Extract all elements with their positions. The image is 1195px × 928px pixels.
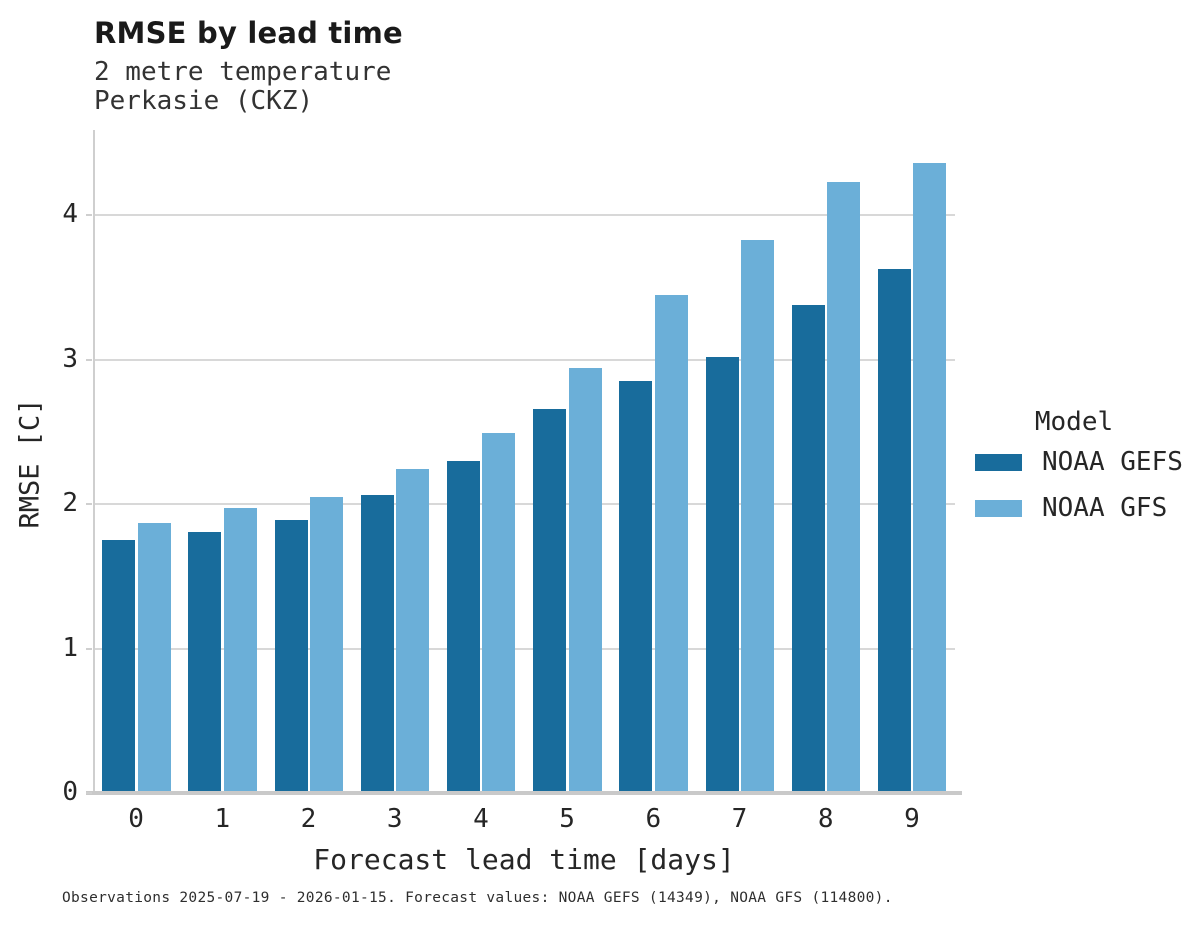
bar-noaa-gfs-lead-4 (482, 433, 516, 793)
y-tick-label-0: 0 (62, 777, 78, 807)
x-axis-label: Forecast lead time [days] (313, 843, 735, 876)
chart-title: RMSE by lead time (94, 16, 403, 50)
bar-noaa-gefs-lead-0 (102, 540, 136, 793)
legend-label-noaa-gfs: NOAA GFS (1042, 493, 1168, 523)
legend: Model NOAA GEFS NOAA GFS (975, 407, 1185, 539)
gridline-y-4 (93, 214, 955, 217)
bar-noaa-gefs-lead-6 (619, 381, 653, 793)
gridline-y-3 (93, 358, 955, 361)
bar-noaa-gfs-lead-0 (137, 522, 171, 793)
bar-noaa-gfs-lead-6 (654, 294, 688, 793)
bar-noaa-gefs-lead-3 (360, 495, 394, 793)
bar-noaa-gefs-lead-5 (533, 408, 567, 793)
bar-noaa-gefs-lead-7 (705, 356, 739, 793)
legend-swatch-noaa-gefs (975, 453, 1022, 471)
x-tick-label-1: 1 (214, 804, 231, 834)
y-tick-mark-2 (86, 503, 92, 506)
bar-noaa-gfs-lead-8 (827, 182, 861, 793)
y-axis-spine (93, 130, 95, 795)
legend-title: Model (1034, 407, 1114, 437)
legend-item-noaa-gfs: NOAA GFS (975, 493, 1185, 523)
caption-note: Observations 2025-07-19 - 2026-01-15. Fo… (62, 890, 893, 906)
y-tick-label-1: 1 (62, 632, 78, 663)
bar-noaa-gfs-lead-9 (913, 163, 947, 793)
bar-noaa-gfs-lead-2 (310, 496, 343, 793)
bar-noaa-gefs-lead-4 (446, 460, 480, 793)
x-tick-label-2: 2 (300, 804, 317, 834)
chart-subtitle-line1: 2 metre temperature (94, 57, 392, 87)
bar-noaa-gfs-lead-1 (223, 508, 257, 793)
y-tick-mark-1 (86, 647, 92, 650)
x-tick-label-3: 3 (386, 804, 403, 834)
x-tick-label-0: 0 (128, 804, 144, 834)
y-tick-mark-0 (86, 792, 92, 794)
bar-noaa-gefs-lead-1 (188, 531, 222, 793)
x-tick-label-5: 5 (559, 804, 575, 834)
gridline-y-1 (93, 647, 955, 650)
y-tick-mark-4 (86, 214, 92, 217)
y-tick-label-3: 3 (62, 343, 78, 374)
x-axis-baseline (86, 791, 962, 795)
y-tick-label-2: 2 (62, 488, 78, 519)
x-tick-label-6: 6 (645, 804, 662, 834)
bar-noaa-gefs-lead-8 (791, 304, 825, 793)
chart-subtitle-line2: Perkasie (CKZ) (94, 86, 314, 116)
x-tick-label-4: 4 (473, 804, 489, 834)
plot-area (93, 130, 955, 793)
bar-noaa-gefs-lead-2 (274, 520, 308, 793)
chart-header: RMSE by lead time 2 metre temperature Pe… (94, 16, 403, 116)
y-tick-label-4: 4 (62, 199, 78, 230)
legend-label-noaa-gefs: NOAA GEFS (1042, 447, 1183, 477)
bar-noaa-gefs-lead-9 (877, 268, 911, 793)
gridline-y-2 (93, 503, 955, 506)
x-tick-label-9: 9 (904, 804, 920, 834)
bar-noaa-gfs-lead-5 (568, 368, 602, 793)
legend-swatch-noaa-gfs (975, 499, 1022, 517)
x-tick-label-8: 8 (817, 804, 834, 834)
legend-item-noaa-gefs: NOAA GEFS (975, 447, 1185, 477)
bar-noaa-gfs-lead-7 (741, 239, 774, 793)
x-tick-label-7: 7 (731, 804, 748, 834)
y-tick-mark-3 (86, 358, 92, 361)
bar-noaa-gfs-lead-3 (396, 469, 430, 793)
